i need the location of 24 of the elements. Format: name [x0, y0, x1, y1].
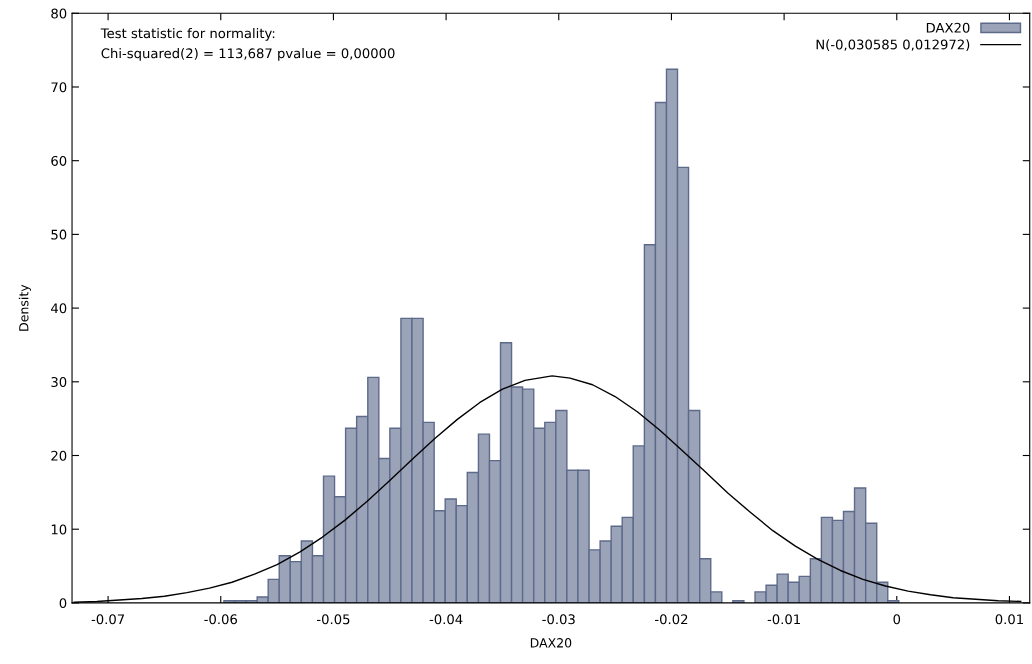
y-tick-label: 10: [51, 524, 67, 535]
y-axis-title: Density: [18, 284, 31, 331]
x-tick-label: -0.07: [91, 614, 125, 625]
y-tick-label: 40: [51, 303, 67, 314]
y-tick-label: 50: [51, 229, 67, 240]
x-tick-label: -0.04: [429, 614, 463, 625]
x-tick-label: 0: [893, 614, 901, 625]
x-tick-label: -0.05: [317, 614, 350, 625]
y-tick-label: 60: [51, 155, 67, 166]
x-tick-label: -0.01: [767, 614, 800, 625]
y-tick-label: 20: [51, 450, 67, 461]
annotation: Chi-squared(2) = 113,687 pvalue = 0,00000: [101, 48, 395, 61]
x-axis-title: DAX20: [530, 638, 572, 648]
y-tick-label: 80: [51, 8, 67, 19]
y-tick-label: 0: [59, 598, 67, 609]
legend-label: N(-0,030585 0,012972): [816, 39, 970, 52]
x-tick-label: -0.03: [542, 614, 575, 625]
legend-label: DAX20: [926, 22, 970, 33]
y-tick-label: 30: [51, 377, 67, 387]
annotation: Test statistic for normality:: [100, 28, 275, 41]
x-tick-label: 0.01: [995, 614, 1023, 625]
y-tick-label: 70: [51, 82, 67, 93]
x-tick-label: -0.06: [204, 614, 237, 625]
x-tick-label: -0.02: [655, 614, 688, 625]
